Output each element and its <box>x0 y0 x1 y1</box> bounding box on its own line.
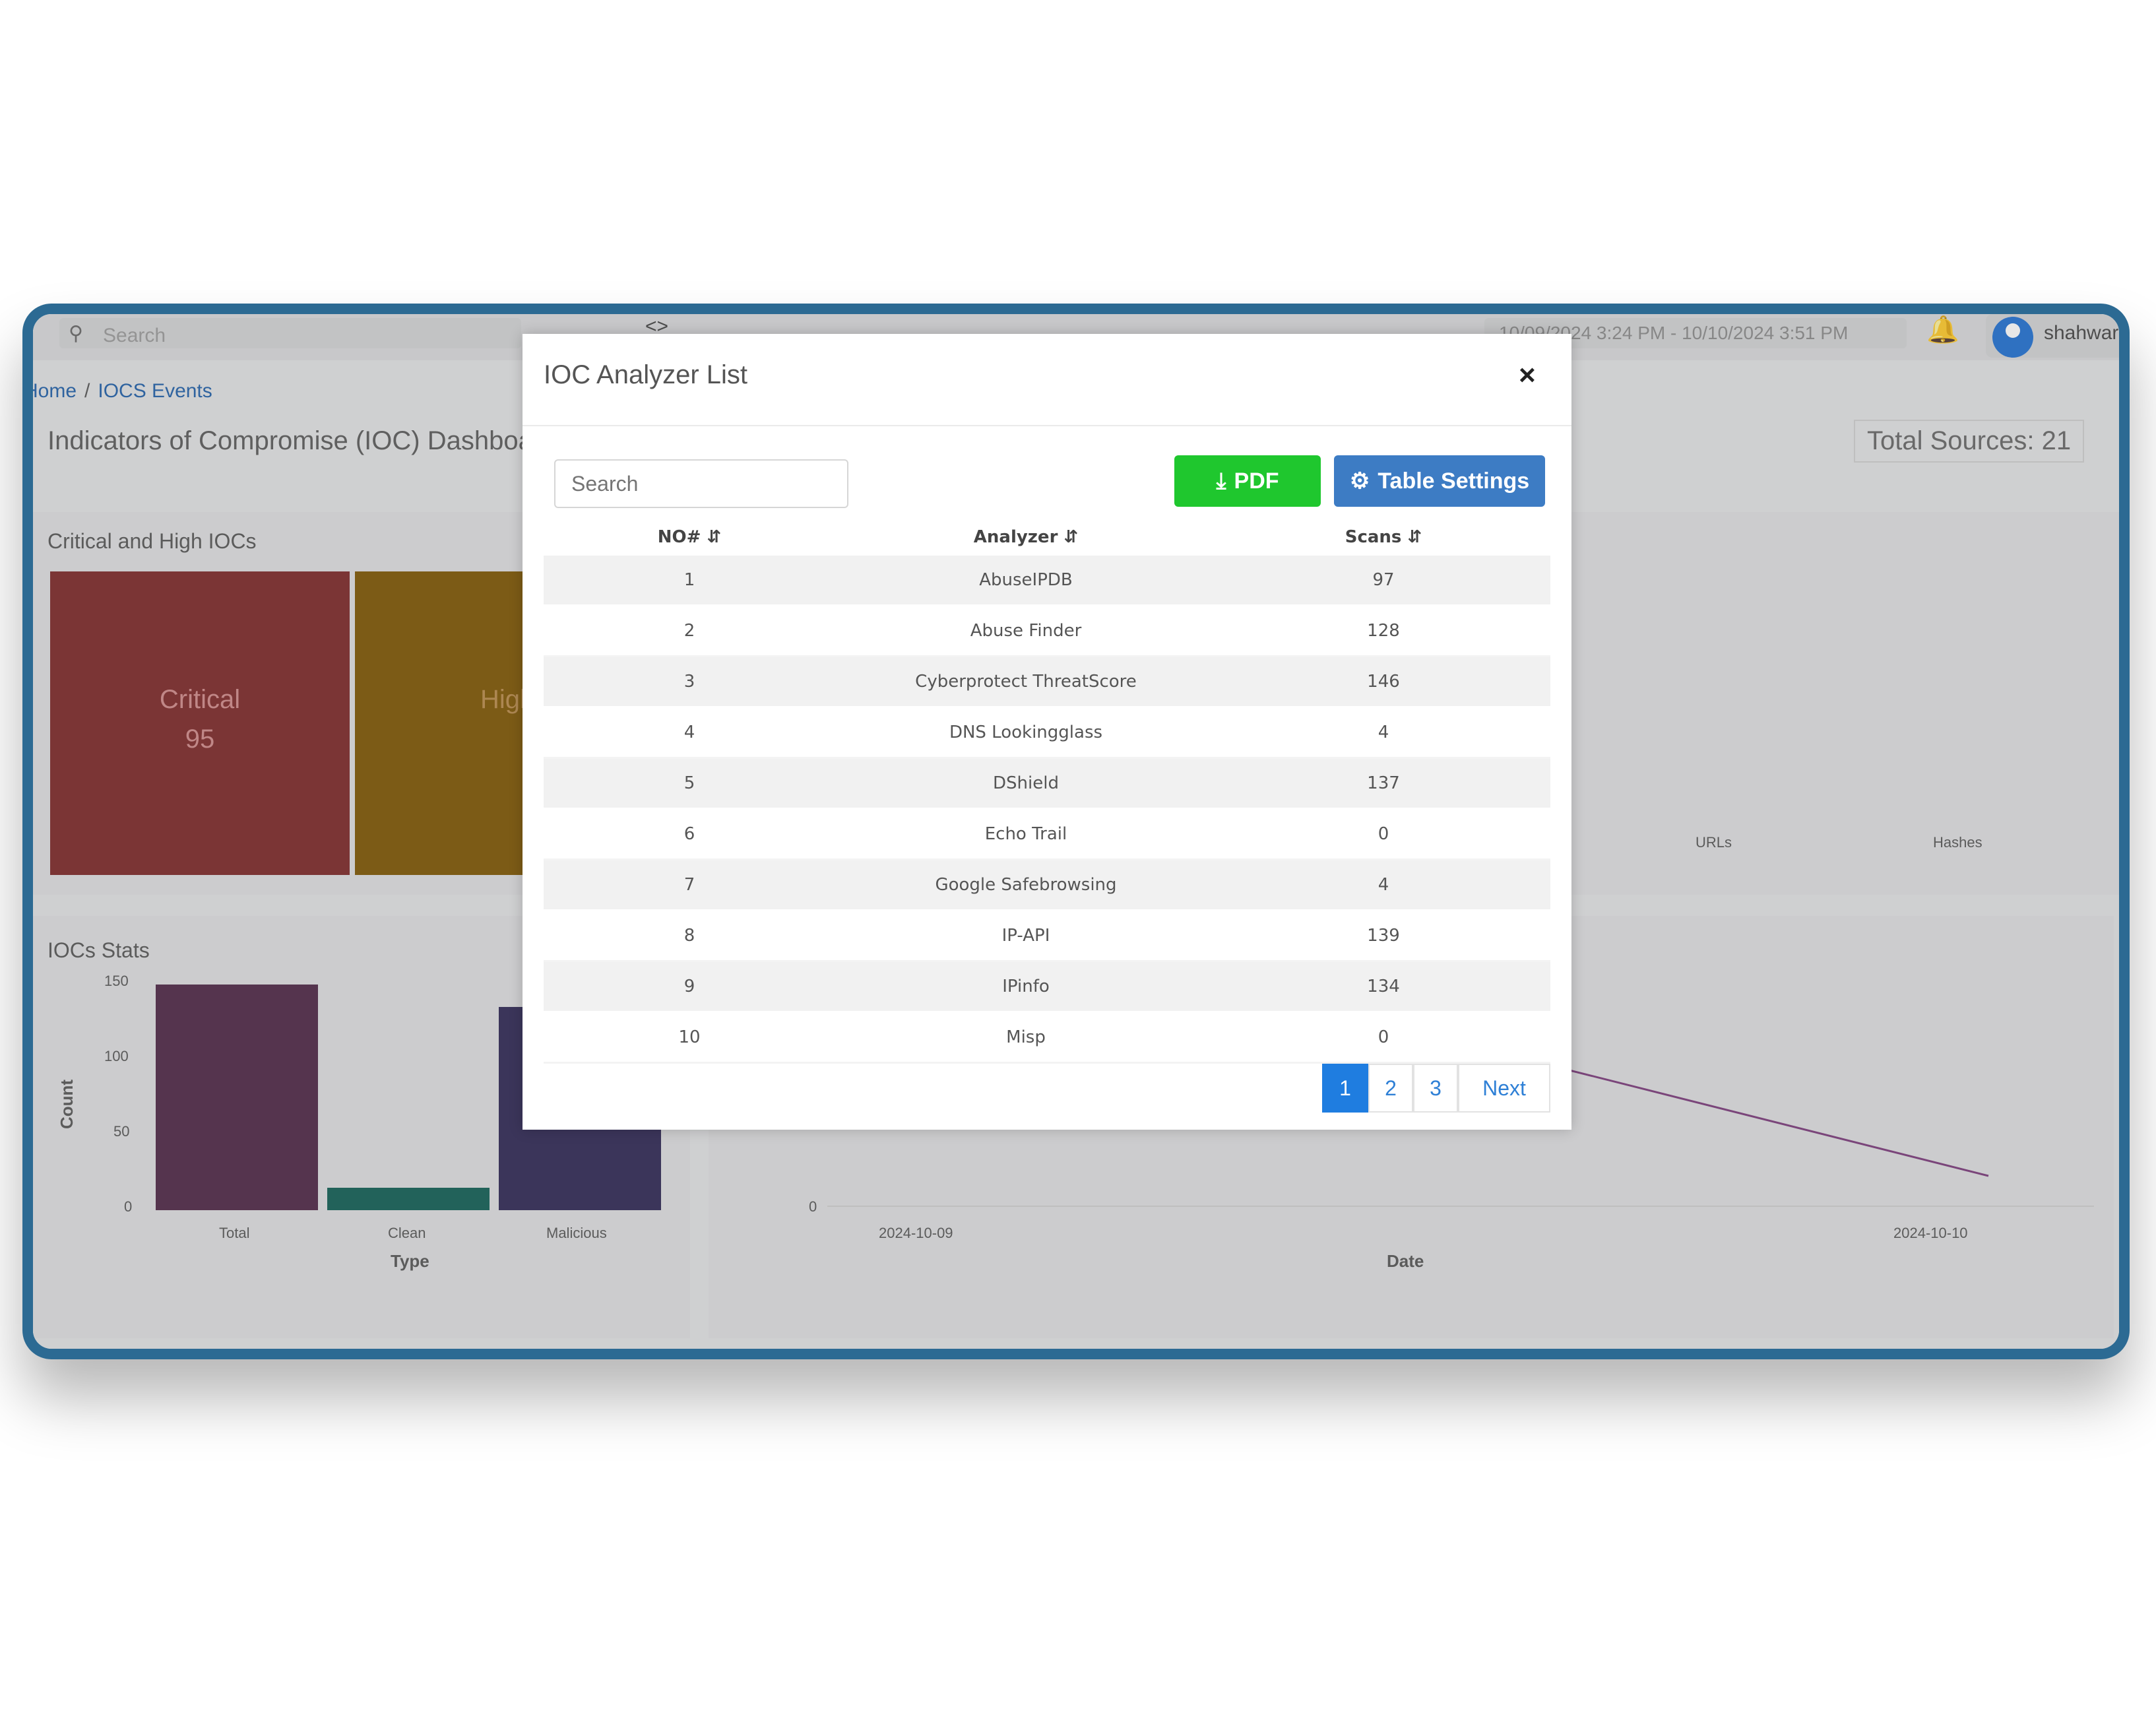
cell-scans: 134 <box>1217 961 1550 1013</box>
x-tick: Clean <box>388 1225 426 1241</box>
cell-no: 1 <box>544 556 835 606</box>
search-icon: ⚲ <box>69 323 83 344</box>
critical-value: 95 <box>185 725 215 754</box>
trend-line-chart <box>827 1053 2094 1207</box>
page-title: Indicators of Compromise (IOC) Dashboard <box>48 426 557 455</box>
x-axis-label: Date <box>1387 1251 1424 1271</box>
screenshot-frame: ⚲ Search <> 10/09/2024 3:24 PM - 10/10/2… <box>22 304 2130 1359</box>
side-chart-x-label: URLs <box>1696 834 1732 851</box>
gear-icon: ⚙ <box>1349 469 1370 494</box>
table-search-input[interactable] <box>554 459 848 508</box>
cell-analyzer: Echo Trail <box>835 808 1217 860</box>
chart-bar-total[interactable] <box>156 985 318 1210</box>
table-row[interactable]: 8 IP-API 139 <box>544 910 1550 962</box>
cell-no: 10 <box>544 1012 835 1064</box>
y-tick: 150 <box>104 973 129 989</box>
cell-analyzer: AbuseIPDB <box>835 556 1217 606</box>
cell-analyzer: IPinfo <box>835 961 1217 1013</box>
modal-title: IOC Analyzer List <box>544 360 748 389</box>
cell-analyzer: Misp <box>835 1012 1217 1064</box>
cell-scans: 139 <box>1217 910 1550 962</box>
cell-analyzer: DNS Lookingglass <box>835 707 1217 759</box>
breadcrumb-current[interactable]: IOCS Events <box>98 380 212 402</box>
cell-scans: 128 <box>1217 605 1550 657</box>
ioc-analyzer-modal: IOC Analyzer List × ⤓ PDF ⚙ Table Settin… <box>523 334 1571 1130</box>
critical-label: Critical <box>159 685 241 714</box>
top-search-input[interactable]: ⚲ Search <box>59 318 521 348</box>
table-row[interactable]: 3 Cyberprotect ThreatScore 146 <box>544 656 1550 708</box>
table-row[interactable]: 10 Misp 0 <box>544 1012 1550 1064</box>
x-tick: 2024-10-09 <box>879 1225 953 1241</box>
cell-no: 3 <box>544 656 835 708</box>
total-sources-badge: Total Sources: 21 <box>1854 420 2085 463</box>
cell-no: 2 <box>544 605 835 657</box>
x-tick: 2024-10-10 <box>1893 1225 1968 1241</box>
table-row[interactable]: 1 AbuseIPDB 97 <box>544 556 1550 606</box>
cell-no: 9 <box>544 961 835 1013</box>
critical-tile[interactable]: Critical 95 <box>50 571 350 875</box>
chart-bar-clean[interactable] <box>327 1187 490 1210</box>
bell-icon[interactable]: 🔔 <box>1926 315 1959 344</box>
top-search-placeholder: Search <box>103 325 166 346</box>
close-icon[interactable]: × <box>1519 359 1536 391</box>
table-row[interactable]: 4 DNS Lookingglass 4 <box>544 707 1550 759</box>
table-row[interactable]: 9 IPinfo 134 <box>544 961 1550 1013</box>
pagination-next[interactable]: Next <box>1458 1064 1550 1113</box>
download-icon: ⤓ <box>1216 468 1226 494</box>
cell-no: 7 <box>544 859 835 911</box>
pagination-page-1[interactable]: 1 <box>1322 1064 1368 1113</box>
table-row[interactable]: 2 Abuse Finder 128 <box>544 605 1550 657</box>
cell-analyzer: Cyberprotect ThreatScore <box>835 656 1217 708</box>
critical-card-title: Critical and High IOCs <box>48 529 257 553</box>
table-row[interactable]: 5 DShield 137 <box>544 758 1550 810</box>
y-tick: 0 <box>809 1198 817 1215</box>
column-header-analyzer[interactable]: Analyzer ⇵ <box>973 527 1079 547</box>
pagination-page-2[interactable]: 2 <box>1368 1064 1413 1113</box>
cell-no: 8 <box>544 910 835 962</box>
y-tick: 100 <box>104 1048 129 1064</box>
pdf-button-label: PDF <box>1234 468 1279 494</box>
table-header-row: NO# ⇵ Analyzer ⇵ Scans ⇵ <box>544 519 1550 556</box>
pagination-page-3[interactable]: 3 <box>1413 1064 1458 1113</box>
cell-scans: 4 <box>1217 707 1550 759</box>
x-axis-label: Type <box>391 1251 429 1271</box>
cell-analyzer: IP-API <box>835 910 1217 962</box>
side-chart-x-label: Hashes <box>1933 834 1982 851</box>
column-header-no[interactable]: NO# ⇵ <box>657 527 722 547</box>
y-tick: 0 <box>124 1198 133 1215</box>
avatar <box>1992 317 2033 358</box>
table-row[interactable]: 7 Google Safebrowsing 4 <box>544 859 1550 911</box>
modal-divider <box>523 425 1571 426</box>
pdf-button[interactable]: ⤓ PDF <box>1174 455 1321 507</box>
user-menu[interactable]: shahwar <box>1986 314 2119 358</box>
table-settings-button[interactable]: ⚙ Table Settings <box>1334 455 1545 507</box>
cell-no: 6 <box>544 808 835 860</box>
cell-scans: 97 <box>1217 556 1550 606</box>
username: shahwar <box>2044 322 2119 344</box>
analyzer-table: NO# ⇵ Analyzer ⇵ Scans ⇵ 1 AbuseIPDB 97 2 Ab… <box>544 519 1550 1064</box>
y-tick: 50 <box>113 1123 130 1140</box>
cell-scans: 4 <box>1217 859 1550 911</box>
table-settings-label: Table Settings <box>1378 468 1530 494</box>
cell-scans: 146 <box>1217 656 1550 708</box>
cell-analyzer: Abuse Finder <box>835 605 1217 657</box>
cell-scans: 0 <box>1217 1012 1550 1064</box>
cell-analyzer: Google Safebrowsing <box>835 859 1217 911</box>
x-tick: Malicious <box>546 1225 607 1241</box>
cell-scans: 137 <box>1217 758 1550 810</box>
dashboard-app: ⚲ Search <> 10/09/2024 3:24 PM - 10/10/2… <box>33 314 2119 1349</box>
table-row[interactable]: 6 Echo Trail 0 <box>544 808 1550 860</box>
cell-no: 4 <box>544 707 835 759</box>
breadcrumb-home[interactable]: Home <box>24 380 77 402</box>
column-header-scans[interactable]: Scans ⇵ <box>1345 527 1422 547</box>
cell-scans: 0 <box>1217 808 1550 860</box>
cell-no: 5 <box>544 758 835 810</box>
x-tick: Total <box>219 1225 250 1241</box>
cell-analyzer: DShield <box>835 758 1217 810</box>
code-icon[interactable]: <> <box>645 315 669 337</box>
stats-card-title: IOCs Stats <box>48 938 150 962</box>
breadcrumb: Home / IOCS Events <box>24 380 212 402</box>
